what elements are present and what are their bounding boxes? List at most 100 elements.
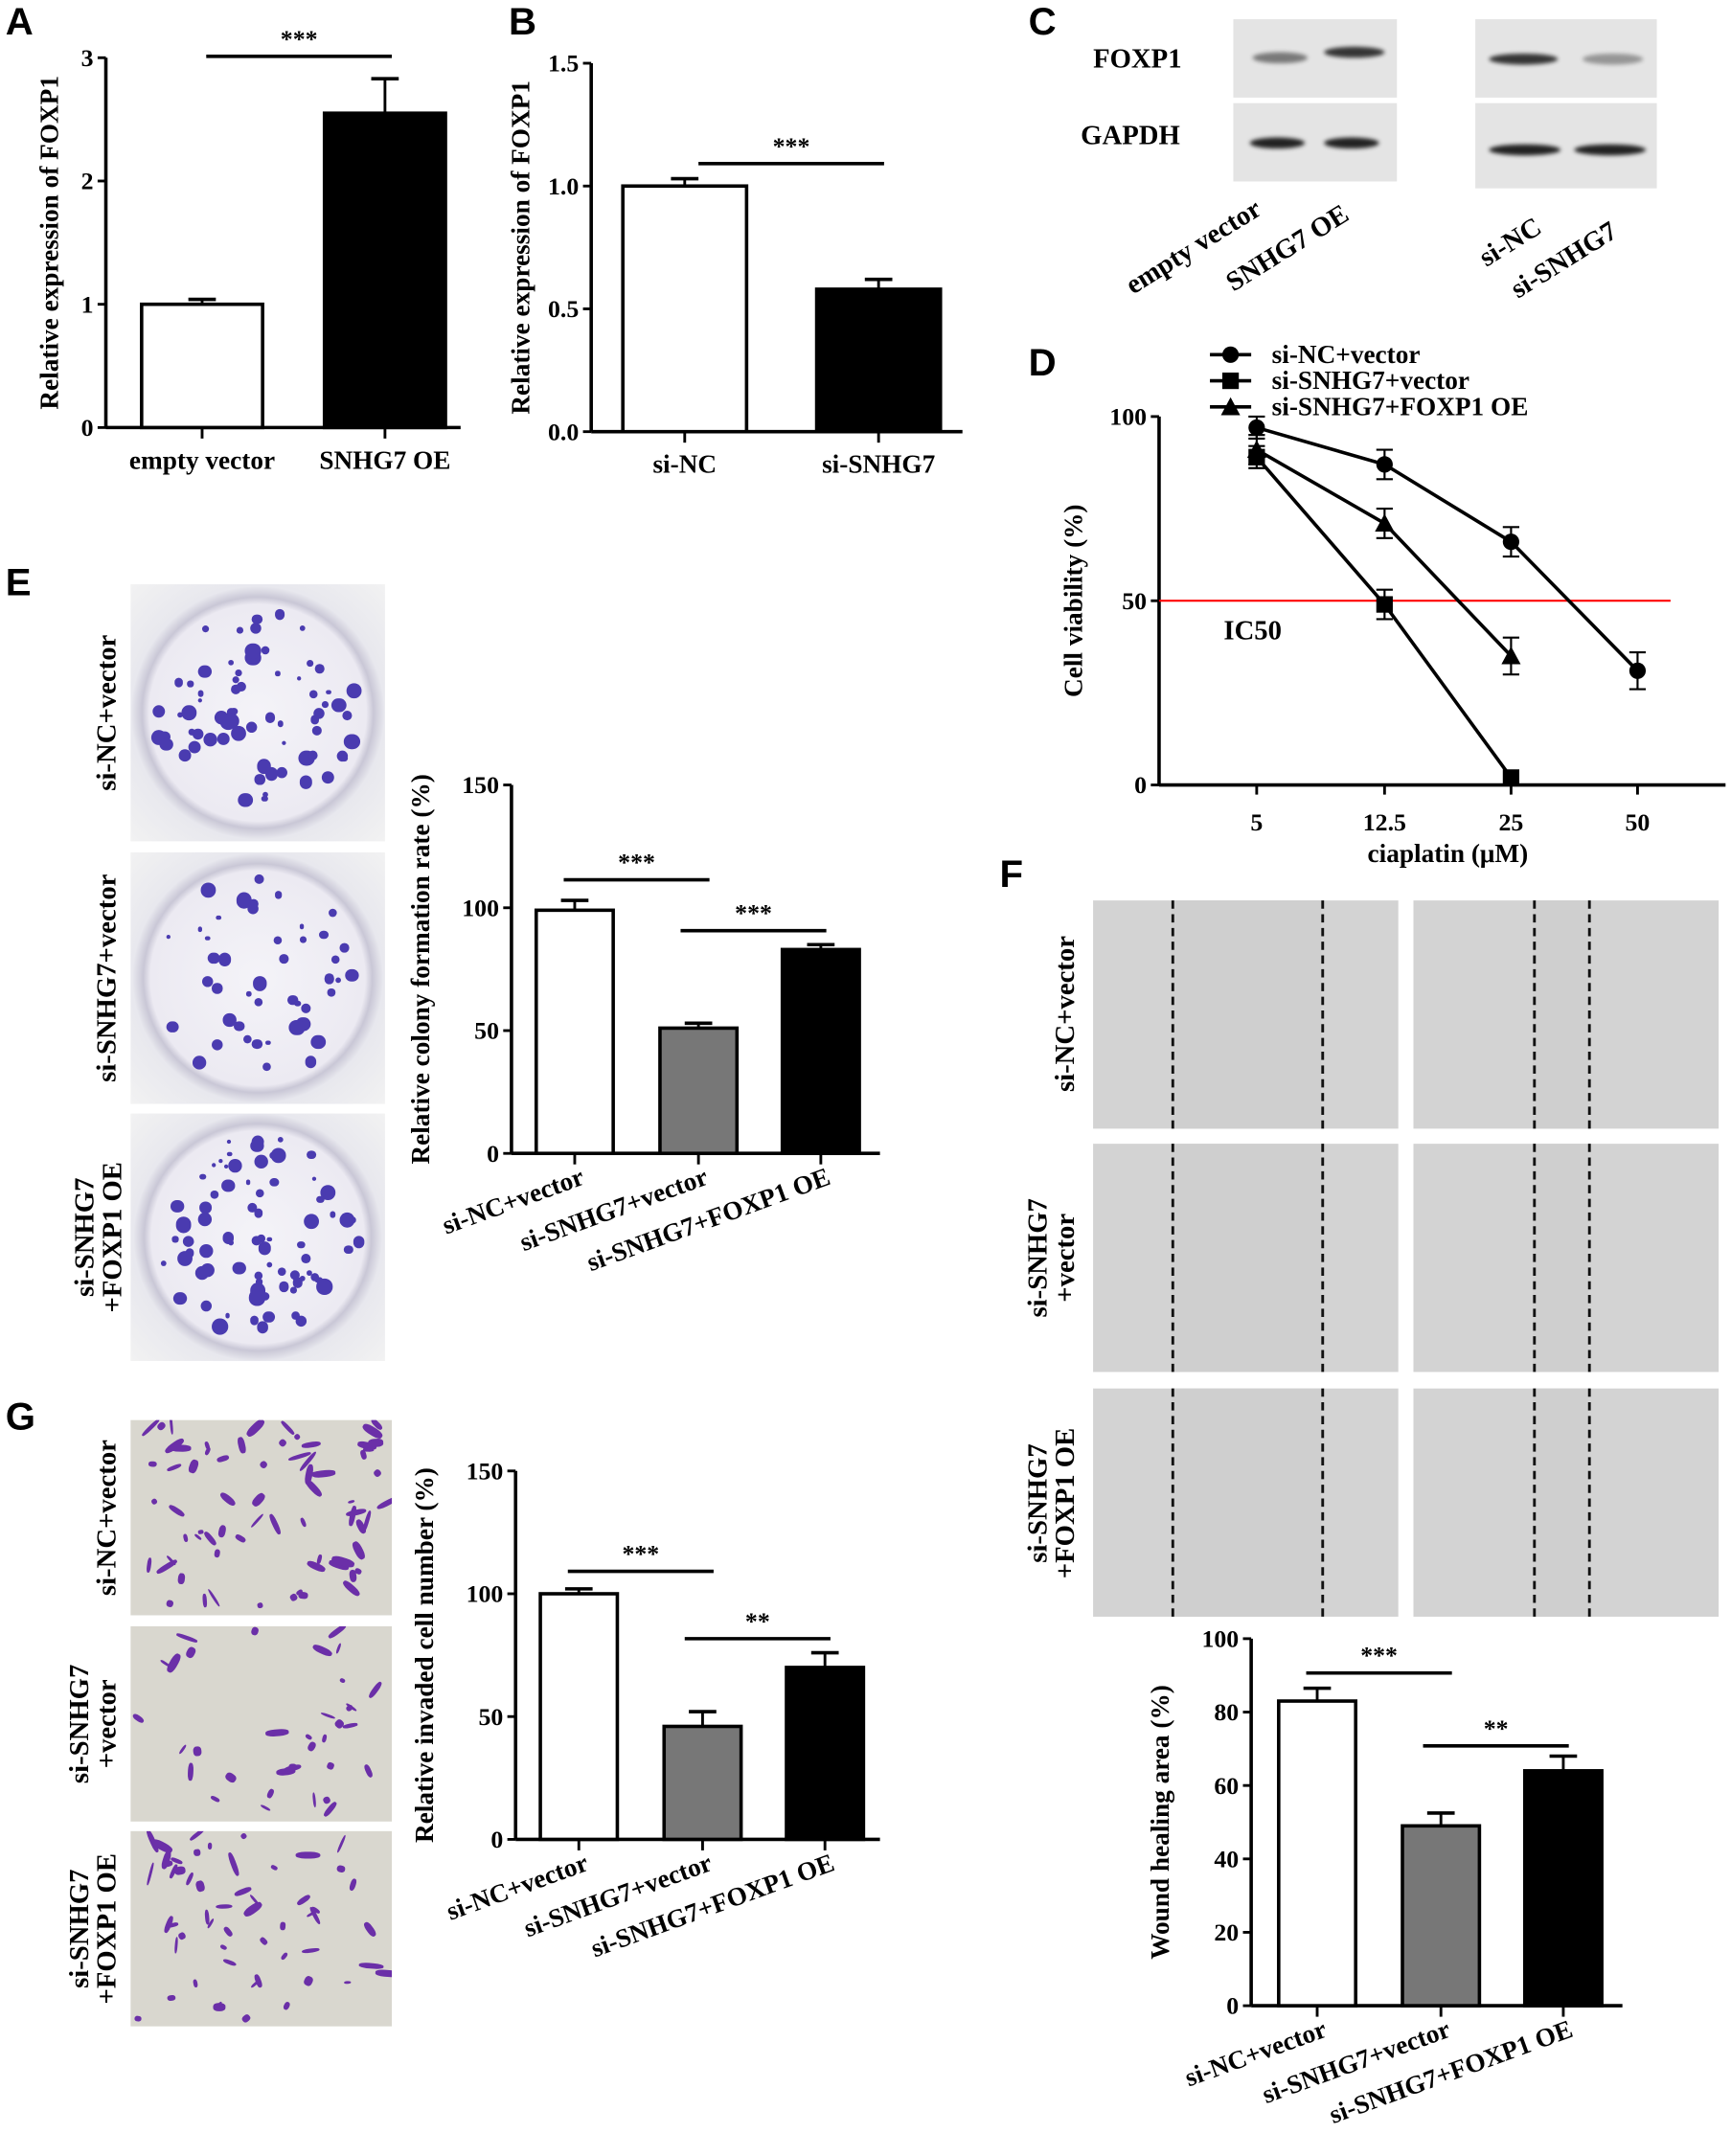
- marker-circle: [1629, 662, 1647, 679]
- colony: [299, 936, 307, 943]
- y-tick-label: 0: [487, 1140, 499, 1168]
- marker-square: [1376, 596, 1393, 613]
- wound-edge-line: [1587, 900, 1591, 1129]
- colony: [236, 625, 244, 634]
- colony: [236, 681, 247, 692]
- colony: [299, 924, 305, 930]
- colony: [308, 689, 319, 699]
- x-tick-label: SNHG7 OE: [319, 445, 450, 474]
- colony: [266, 1237, 272, 1242]
- panel-label-d: D: [1028, 340, 1057, 384]
- series-circle: si-NC+vector: [1210, 340, 1647, 691]
- colony: [339, 942, 350, 953]
- colony: [262, 791, 268, 799]
- y-tick-label: 150: [467, 1457, 504, 1485]
- colony: [256, 1189, 264, 1197]
- colony: [249, 1289, 265, 1305]
- wound-gap: [1171, 900, 1322, 1129]
- y-tick-label: 100: [1109, 403, 1147, 431]
- colony: [227, 1159, 242, 1174]
- colony: [165, 934, 171, 940]
- y-tick-label: 1: [81, 290, 94, 318]
- bar: [780, 947, 861, 1156]
- colony: [161, 1260, 168, 1267]
- significance-label: ***: [773, 132, 810, 160]
- colony: [264, 713, 276, 724]
- chart-B: 0.0 0.5 1.0 1.5 Relative expression of FOXP1…: [507, 50, 963, 479]
- colony: [262, 1062, 271, 1072]
- colony: [245, 1180, 251, 1185]
- marker-triangle: [1220, 397, 1241, 416]
- colony: [252, 614, 262, 625]
- band: [1324, 137, 1379, 149]
- colony: [171, 1199, 184, 1214]
- colony: [200, 882, 216, 898]
- colony: [248, 898, 260, 910]
- blot-label-gapdh: GAPDH: [1081, 121, 1180, 151]
- colony: [262, 1310, 275, 1323]
- colony: [188, 740, 201, 755]
- legend-label: si-SNHG7+FOXP1 OE: [1272, 392, 1529, 420]
- colony: [254, 774, 265, 785]
- blot-gapdh-right: [1475, 102, 1657, 189]
- wound-edge-line: [1321, 900, 1325, 1129]
- significance-label: ***: [618, 849, 655, 876]
- colony: [250, 623, 262, 634]
- colony: [192, 1055, 207, 1070]
- colony: [265, 1039, 271, 1045]
- colony: [301, 1004, 310, 1014]
- colony: [227, 1239, 234, 1246]
- colony-plate-image: [130, 1113, 385, 1361]
- colony: [289, 1270, 301, 1281]
- series-triangle: si-SNHG7+FOXP1 OE: [1210, 392, 1529, 676]
- colony: [349, 1216, 356, 1224]
- colony: [185, 1248, 194, 1259]
- y-tick-label: 0: [490, 1826, 503, 1853]
- significance-label: ***: [281, 25, 318, 53]
- colony: [252, 976, 267, 991]
- colony: [200, 1300, 212, 1312]
- bar: [538, 1592, 620, 1842]
- marker-circle: [1221, 346, 1240, 363]
- colony: [244, 643, 262, 659]
- colony: [197, 1212, 213, 1227]
- colony: [270, 1147, 285, 1164]
- colony: [246, 991, 252, 997]
- colony: [249, 1316, 260, 1326]
- colony: [300, 624, 307, 631]
- colony: [310, 1273, 320, 1282]
- colony: [242, 1034, 252, 1044]
- colony: [231, 685, 240, 694]
- wound-edge-line: [1171, 1388, 1174, 1617]
- colony: [269, 1177, 280, 1188]
- colony: [173, 1291, 188, 1305]
- colony: [199, 1201, 213, 1214]
- colony: [251, 1038, 262, 1050]
- colony: [236, 893, 253, 909]
- colony: [245, 721, 258, 734]
- colony: [197, 926, 203, 932]
- colony: [199, 1173, 206, 1181]
- colony: [197, 690, 204, 697]
- colony: [330, 955, 340, 964]
- colony: [304, 1055, 317, 1068]
- series-line: [1256, 425, 1639, 672]
- wound-edge-line: [1587, 1144, 1591, 1373]
- colony: [258, 1241, 272, 1256]
- colony: [322, 700, 330, 708]
- colony: [218, 953, 232, 966]
- colony: [194, 1265, 210, 1281]
- wound-image: [1093, 1144, 1399, 1373]
- colony: [212, 983, 223, 994]
- wound-gap: [1533, 900, 1588, 1129]
- colony: [306, 1150, 316, 1160]
- colony: [297, 676, 302, 681]
- colony: [301, 1253, 311, 1264]
- y-tick-label: 150: [462, 771, 499, 799]
- y-axis-label: Wound healing area (%): [1146, 1685, 1174, 1960]
- colony: [310, 715, 320, 724]
- colony: [353, 1236, 366, 1249]
- colony: [201, 975, 215, 987]
- y-tick-label: 20: [1214, 1918, 1239, 1946]
